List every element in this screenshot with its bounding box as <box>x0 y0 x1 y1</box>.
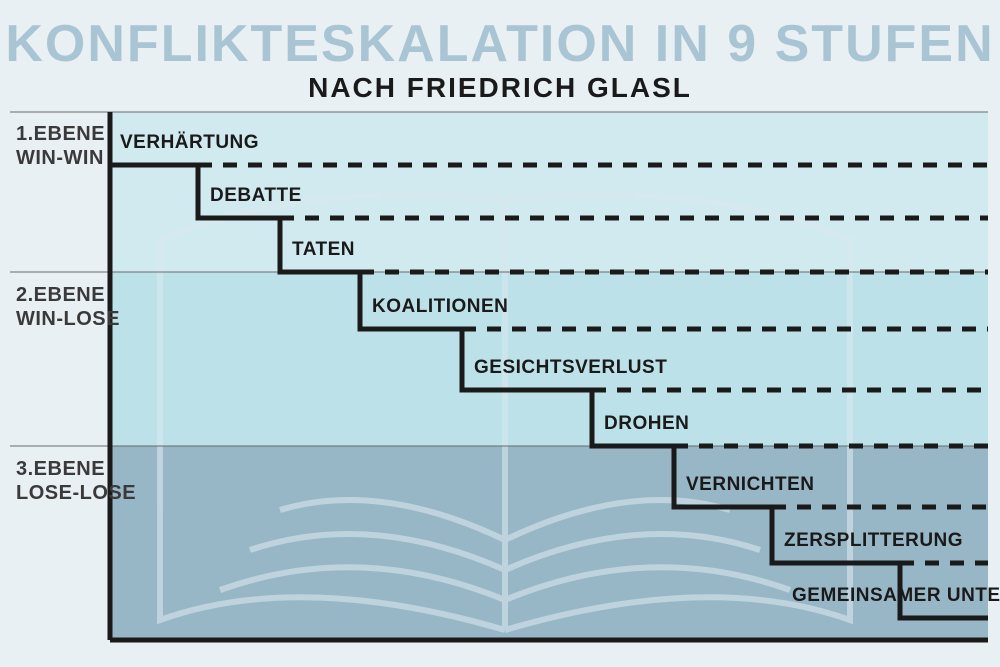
step-label-7: VERNICHTEN <box>686 474 815 496</box>
step-label-6: DROHEN <box>604 413 689 435</box>
subtitle: NACH FRIEDRICH GLASL <box>0 72 1000 104</box>
step-label-4: KOALITIONEN <box>372 296 508 318</box>
step-label-1: VERHÄRTUNG <box>120 132 259 154</box>
level-label-1: 1.EBENEWIN-WIN <box>16 122 105 170</box>
step-label-9: GEMEINSAMER UNTERGANG <box>792 585 1000 607</box>
level-label-2: 2.EBENEWIN-LOSE <box>16 283 120 331</box>
step-label-5: GESICHTSVERLUST <box>474 357 667 379</box>
step-label-3: TATEN <box>292 239 355 261</box>
step-label-2: DEBATTE <box>210 185 302 207</box>
level-label-3: 3.EBENELOSE-LOSE <box>16 457 136 505</box>
step-label-8: ZERSPLITTERUNG <box>784 530 963 552</box>
main-title: KONFLIKTESKALATION IN 9 STUFEN <box>0 14 1000 74</box>
